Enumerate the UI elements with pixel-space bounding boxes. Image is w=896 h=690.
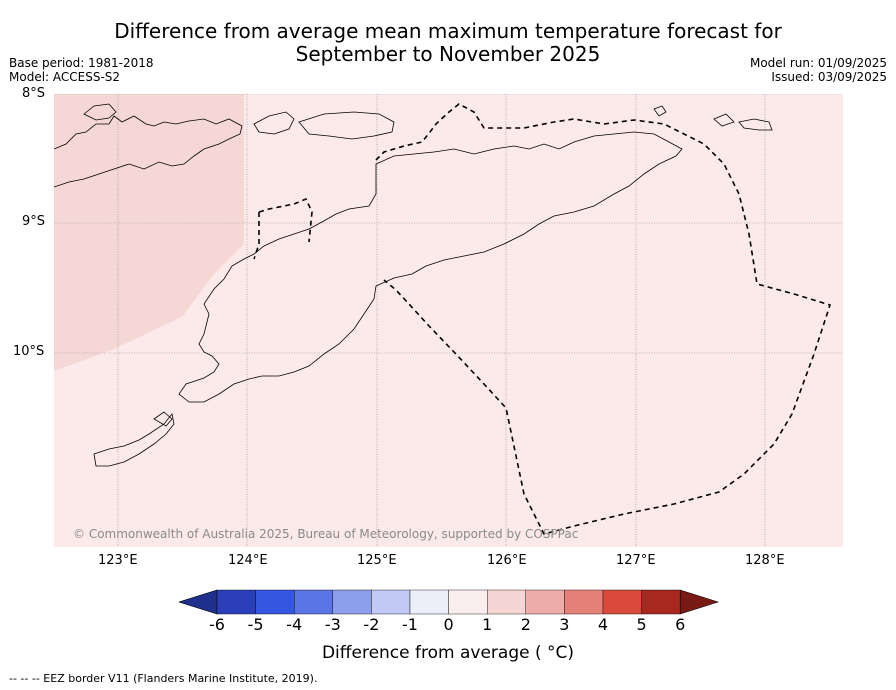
colorbar-label: Difference from average ( °C) [321, 643, 575, 663]
eez-legend-note: -- -- -- EEZ border V11 (Flanders Marine… [9, 672, 318, 685]
colorbar-segments [179, 589, 719, 615]
colorbar-tick-label: 2 [520, 615, 531, 634]
colorbar-extend-high [679, 589, 719, 615]
lat-label-10s: 10°S [13, 344, 45, 359]
colorbar-tick-label: 5 [636, 615, 647, 634]
colorbar-tick-label: -5 [247, 615, 264, 634]
colorbar-tick-label: 0 [443, 615, 454, 634]
colorbar-segment [448, 589, 488, 615]
lat-label-8s: 8°S [22, 86, 46, 101]
colorbar-segment [525, 589, 565, 615]
lon-label-128e: 128°E [745, 553, 785, 568]
lat-label-9s: 9°S [22, 214, 46, 229]
colorbar-segment [332, 589, 372, 615]
meta-left: Base period: 1981-2018 Model: ACCESS-S2 [9, 56, 154, 84]
lon-label-124e: 124°E [228, 553, 268, 568]
coastlines [54, 103, 773, 467]
colorbar-tick-label: 1 [482, 615, 493, 634]
colorbar-segment [371, 589, 411, 615]
colorbar [179, 589, 719, 615]
colorbar-tick-label: -2 [363, 615, 380, 634]
colorbar-tick-label: -6 [209, 615, 225, 634]
colorbar-tick-label: -3 [324, 615, 341, 634]
colorbar-segment [255, 589, 295, 615]
colorbar-segment [602, 589, 642, 615]
colorbar-tick-label: 6 [675, 615, 686, 634]
lon-label-125e: 125°E [357, 553, 397, 568]
title-line-1: Difference from average mean maximum tem… [114, 19, 782, 43]
model-name: Model: ACCESS-S2 [9, 70, 121, 84]
copyright-text: © Commonwealth of Australia 2025, Bureau… [73, 527, 578, 541]
colorbar-extend-low [179, 589, 218, 615]
lon-label-127e: 127°E [616, 553, 656, 568]
map-panel: © Commonwealth of Australia 2025, Bureau… [54, 94, 843, 547]
meta-right: Model run: 01/09/2025 Issued: 03/09/2025 [750, 56, 887, 84]
chart-title: Difference from average mean maximum tem… [0, 20, 896, 66]
lon-label-123e: 123°E [98, 553, 138, 568]
lon-label-126e: 126°E [487, 553, 527, 568]
anomaly-band-1-2 [54, 94, 244, 371]
eez-border [253, 103, 832, 535]
colorbar-tick-label: -1 [402, 615, 418, 634]
colorbar-tick-label: 4 [597, 615, 609, 634]
colorbar-segment [487, 589, 527, 615]
colorbar-segment [641, 589, 681, 615]
issued-date: Issued: 03/09/2025 [771, 70, 887, 84]
colorbar-tick-label: 3 [559, 615, 570, 634]
model-run: Model run: 01/09/2025 [749, 56, 887, 70]
colorbar-segment [293, 589, 333, 615]
base-period: Base period: 1981-2018 [9, 56, 154, 70]
graticule [54, 94, 843, 547]
colorbar-segment [409, 589, 449, 615]
title-line-2: September to November 2025 [295, 42, 601, 66]
colorbar-segment [564, 589, 604, 615]
colorbar-tick-label: -4 [286, 615, 303, 634]
colorbar-segment [216, 589, 256, 615]
